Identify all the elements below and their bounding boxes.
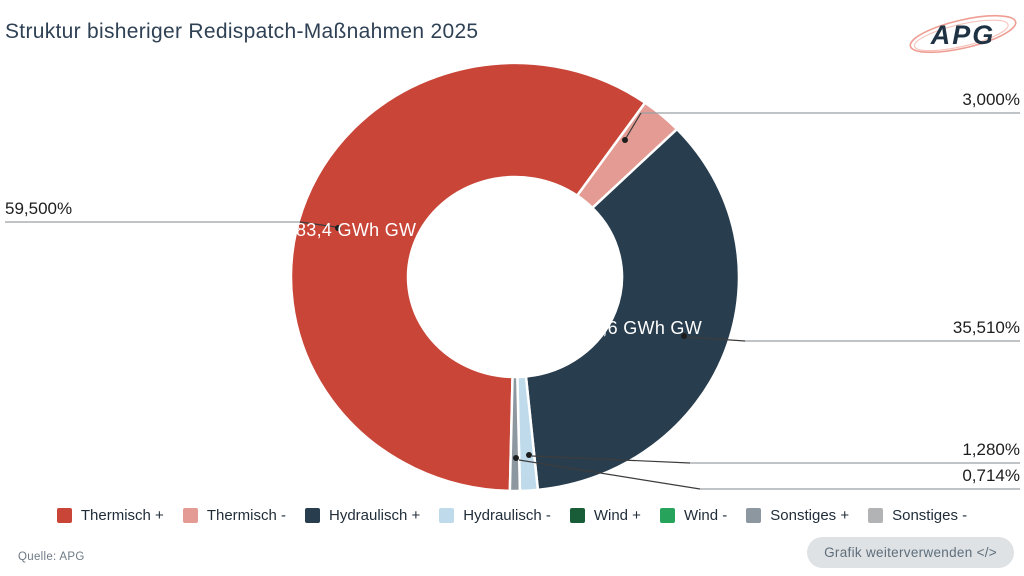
legend-label: Thermisch - — [206, 507, 286, 524]
legend-label: Sonstiges - — [892, 507, 968, 524]
source-caption: Quelle: APG — [18, 551, 85, 563]
legend-label: Hydraulisch + — [329, 507, 421, 524]
leader-line-sonstiges-plus — [518, 459, 701, 490]
leader-line-hydraulisch-plus — [686, 336, 746, 342]
slice-value-label-hydraulisch-plus: 9,6 GWh GW — [592, 318, 703, 338]
legend-swatch-thermisch-minus — [182, 508, 198, 523]
legend-item-sonstiges-plus[interactable]: Sonstiges + — [746, 507, 849, 524]
leader-dot-hydraulisch-minus — [526, 452, 532, 458]
logo-text: APG — [930, 20, 996, 50]
leader-line-thermisch-plus — [299, 221, 337, 228]
legend-swatch-thermisch-plus — [56, 508, 72, 523]
legend-label: Wind + — [593, 507, 641, 524]
legend-swatch-hydraulisch-plus — [305, 508, 320, 523]
legend-item-thermisch-plus[interactable]: Thermisch + — [56, 507, 164, 524]
logo-swoosh-inner — [913, 19, 1009, 52]
leader-dot-thermisch-plus — [335, 225, 341, 231]
pie-slice-thermisch-plus[interactable] — [289, 61, 647, 493]
legend-label: Thermisch + — [80, 507, 164, 524]
legend-item-hydraulisch-plus[interactable]: Hydraulisch + — [305, 507, 420, 524]
logo-swoosh-outer — [909, 14, 1017, 54]
leader-dot-thermisch-minus — [622, 137, 628, 143]
slice-value-label-thermisch-plus: 83,4 GWh GW — [296, 220, 417, 240]
chart-legend: Thermisch + Thermisch - Hydraulisch + Hydra… — [0, 507, 1024, 524]
percent-label-hydraulisch-minus: 1,280% — [962, 440, 1020, 459]
percent-label-sonstiges-plus: 0,714% — [962, 466, 1020, 485]
legend-item-wind-minus[interactable]: Wind - — [659, 507, 728, 524]
legend-swatch-hydraulisch-minus — [439, 508, 455, 523]
legend-item-hydraulisch-minus[interactable]: Hydraulisch - — [439, 507, 551, 524]
page-title: Struktur bisheriger Redispatch-Maßnahmen… — [5, 20, 479, 43]
legend-item-sonstiges-minus[interactable]: Sonstiges - — [868, 507, 967, 524]
pie-slice-hydraulisch-plus[interactable] — [524, 127, 741, 492]
percent-label-hydraulisch-plus: 35,510% — [952, 318, 1020, 337]
legend-swatch-sonstiges-plus — [746, 508, 762, 523]
leader-line-hydraulisch-minus — [531, 455, 691, 464]
percent-label-thermisch-plus: 59,500% — [5, 199, 73, 218]
legend-label: Sonstiges + — [770, 507, 850, 524]
leader-line-thermisch-minus — [625, 112, 642, 139]
pie-slice-sonstiges-plus[interactable] — [508, 375, 522, 493]
leader-dot-hydraulisch-plus — [681, 333, 687, 339]
legend-swatch-wind-minus — [659, 508, 675, 523]
embed-chart-button[interactable]: Grafik weiterverwenden </> — [807, 537, 1014, 568]
legend-item-wind-plus[interactable]: Wind + — [569, 507, 641, 524]
legend-label: Wind - — [683, 507, 728, 524]
percent-label-thermisch-minus: 3,000% — [962, 90, 1020, 109]
legend-swatch-sonstiges-minus — [868, 508, 884, 523]
leader-dot-sonstiges-plus — [513, 455, 519, 461]
apg-logo: APG — [909, 14, 1017, 54]
legend-swatch-wind-plus — [569, 508, 585, 523]
legend-label: Hydraulisch - — [463, 507, 551, 524]
legend-item-thermisch-minus[interactable]: Thermisch - — [182, 507, 286, 524]
